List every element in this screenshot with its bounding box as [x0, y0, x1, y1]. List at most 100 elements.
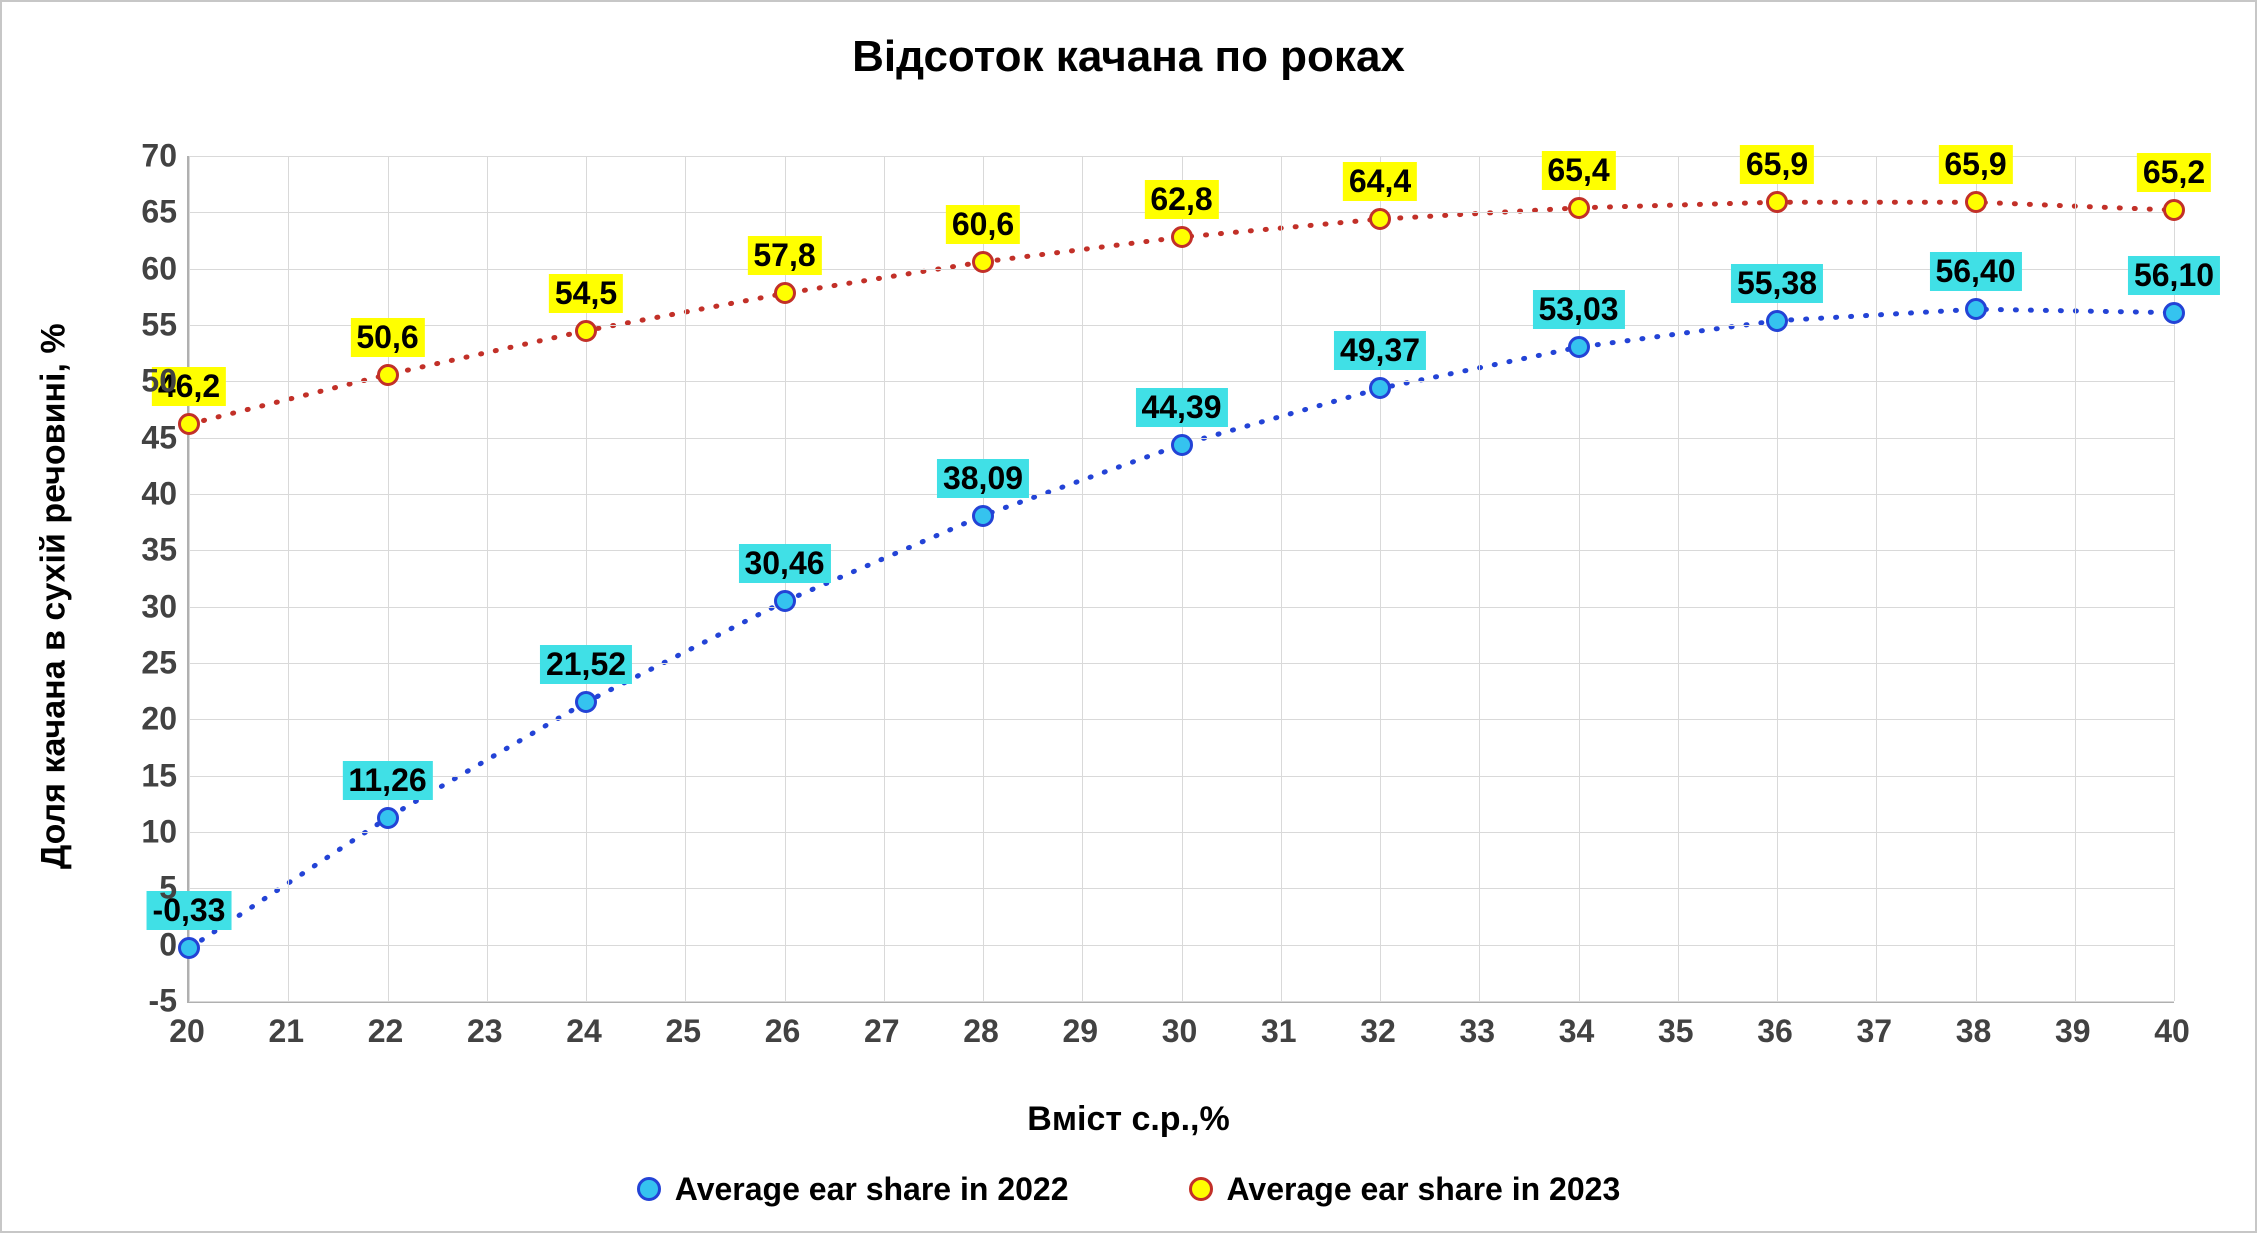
y-tick-label: 0	[117, 926, 177, 963]
gridline-horizontal	[189, 494, 2174, 495]
data-marker	[377, 807, 399, 829]
data-marker	[1965, 191, 1987, 213]
data-marker	[1171, 434, 1193, 456]
gridline-vertical	[1380, 156, 1381, 1001]
legend-label: Average ear share in 2022	[675, 1171, 1069, 1208]
gridline-horizontal	[189, 663, 2174, 664]
gridline-horizontal	[189, 607, 2174, 608]
x-tick-label: 35	[1658, 1013, 1694, 1050]
data-marker	[1568, 197, 1590, 219]
gridline-horizontal	[189, 776, 2174, 777]
data-label: 65,9	[1740, 145, 1814, 184]
y-tick-label: 45	[117, 419, 177, 456]
y-tick-label: 15	[117, 757, 177, 794]
data-marker	[774, 282, 796, 304]
data-label: 50,6	[350, 318, 424, 357]
x-tick-label: 33	[1459, 1013, 1495, 1050]
x-tick-label: 23	[467, 1013, 503, 1050]
y-tick-label: 60	[117, 250, 177, 287]
gridline-vertical	[1281, 156, 1282, 1001]
gridline-vertical	[1082, 156, 1083, 1001]
data-marker	[1171, 226, 1193, 248]
x-tick-label: 36	[1757, 1013, 1793, 1050]
data-marker	[1568, 336, 1590, 358]
x-tick-label: 21	[268, 1013, 304, 1050]
chart-title: Відсоток качана по роках	[2, 32, 2255, 82]
data-label: 65,9	[1938, 145, 2012, 184]
legend: Average ear share in 2022 Average ear sha…	[2, 1171, 2255, 1210]
data-marker	[178, 413, 200, 435]
data-label: 60,6	[946, 205, 1020, 244]
data-label: 65,4	[1541, 151, 1615, 190]
y-tick-label: 5	[117, 870, 177, 907]
gridline-vertical	[189, 156, 190, 1001]
data-label: 49,37	[1334, 331, 1426, 370]
x-tick-label: 32	[1360, 1013, 1396, 1050]
plot-area: -0,3311,2621,5230,4638,0944,3949,3753,03…	[187, 156, 2174, 1003]
y-tick-label: 35	[117, 532, 177, 569]
legend-marker-icon	[1189, 1177, 1213, 1201]
gridline-horizontal	[189, 325, 2174, 326]
data-label: 56,40	[1929, 252, 2021, 291]
x-tick-label: 26	[765, 1013, 801, 1050]
y-tick-label: 20	[117, 701, 177, 738]
data-label: 30,46	[738, 544, 830, 583]
data-label: 64,4	[1343, 162, 1417, 201]
data-label: 44,39	[1135, 388, 1227, 427]
gridline-vertical	[288, 156, 289, 1001]
y-tick-label: 65	[117, 194, 177, 231]
gridline-vertical	[1579, 156, 1580, 1001]
gridline-vertical	[884, 156, 885, 1001]
y-tick-label: 55	[117, 307, 177, 344]
x-tick-label: 22	[368, 1013, 404, 1050]
gridline-horizontal	[189, 156, 2174, 157]
x-tick-label: 30	[1162, 1013, 1198, 1050]
gridline-vertical	[685, 156, 686, 1001]
x-tick-label: 37	[1856, 1013, 1892, 1050]
data-label: 55,38	[1731, 264, 1823, 303]
data-marker	[575, 320, 597, 342]
y-tick-label: 70	[117, 138, 177, 175]
gridline-vertical	[1678, 156, 1679, 1001]
data-label: 21,52	[540, 645, 632, 684]
data-label: 56,10	[2128, 256, 2220, 295]
y-tick-label: 10	[117, 814, 177, 851]
legend-item: Average ear share in 2022	[637, 1171, 1069, 1208]
data-marker	[1965, 298, 1987, 320]
data-label: 11,26	[342, 761, 432, 800]
x-tick-label: 28	[963, 1013, 999, 1050]
x-tick-label: 29	[1062, 1013, 1098, 1050]
legend-item: Average ear share in 2023	[1189, 1171, 1621, 1208]
data-label: 54,5	[549, 274, 623, 313]
data-label: 57,8	[747, 236, 821, 275]
y-tick-label: 25	[117, 645, 177, 682]
data-label: 53,03	[1532, 290, 1624, 329]
x-tick-label: 25	[665, 1013, 701, 1050]
gridline-horizontal	[189, 888, 2174, 889]
x-tick-label: 31	[1261, 1013, 1297, 1050]
x-tick-label: 24	[566, 1013, 602, 1050]
gridline-horizontal	[189, 550, 2174, 551]
x-tick-label: 27	[864, 1013, 900, 1050]
data-marker	[575, 691, 597, 713]
gridline-vertical	[388, 156, 389, 1001]
gridline-vertical	[487, 156, 488, 1001]
data-label: 62,8	[1144, 180, 1218, 219]
y-tick-label: 50	[117, 363, 177, 400]
data-marker	[1766, 310, 1788, 332]
y-tick-label: 40	[117, 476, 177, 513]
data-label: 38,09	[937, 459, 1029, 498]
y-tick-label: -5	[117, 983, 177, 1020]
x-tick-label: 39	[2055, 1013, 2091, 1050]
data-marker	[1766, 191, 1788, 213]
gridline-vertical	[2075, 156, 2076, 1001]
data-marker	[377, 364, 399, 386]
gridline-vertical	[1182, 156, 1183, 1001]
gridline-vertical	[1876, 156, 1877, 1001]
gridline-vertical	[1479, 156, 1480, 1001]
data-marker	[1369, 208, 1391, 230]
gridline-horizontal	[189, 269, 2174, 270]
legend-marker-icon	[637, 1177, 661, 1201]
data-marker	[774, 590, 796, 612]
gridline-horizontal	[189, 1001, 2174, 1002]
